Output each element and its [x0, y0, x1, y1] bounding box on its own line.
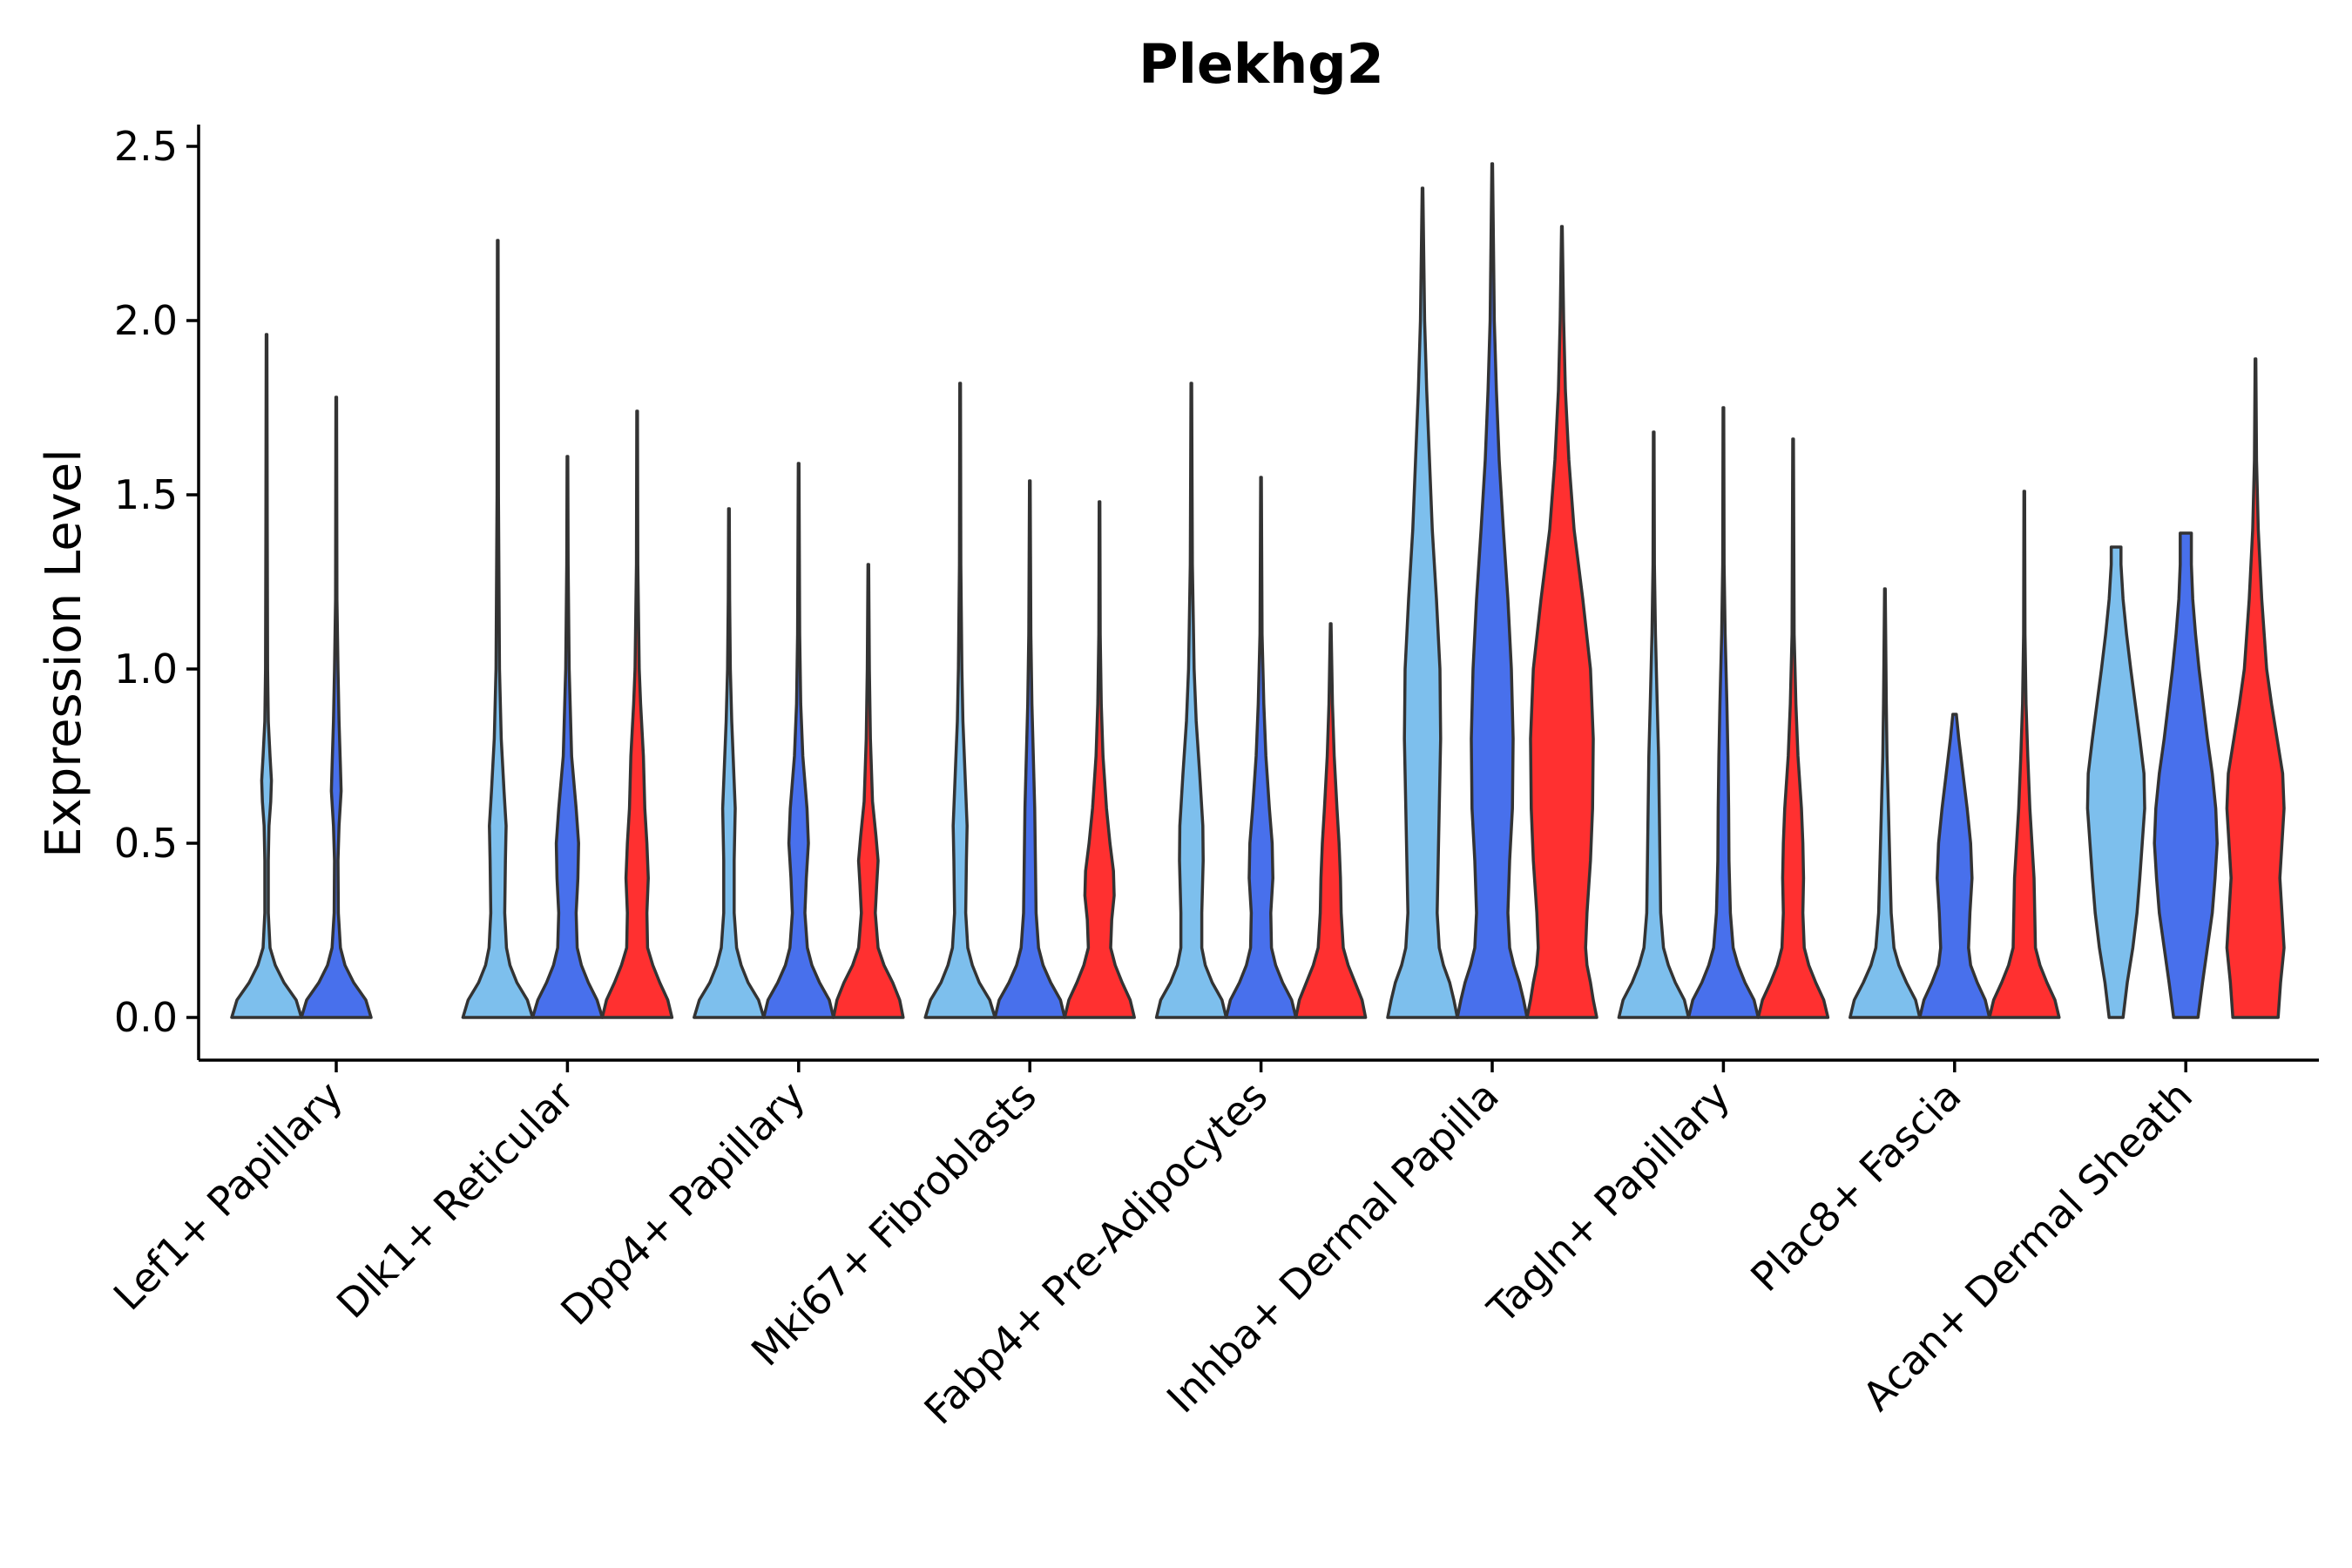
violin-1-0 — [461, 239, 535, 1019]
y-tick-label: 1.0 — [114, 645, 178, 693]
violin-2-0 — [693, 507, 766, 1019]
y-tick-label: 2.5 — [114, 123, 178, 170]
x-tick-label: Dlk1+ Reticular — [328, 1072, 583, 1328]
violin-7-0 — [1848, 587, 1922, 1019]
violin-3-1 — [993, 479, 1066, 1019]
violin-8-0 — [2085, 545, 2146, 1019]
y-ticks-group: 0.0 0.5 1.0 1.5 2.0 2.5 — [114, 123, 199, 1041]
violin-6-2 — [1756, 437, 1830, 1019]
violin-0-0 — [230, 333, 303, 1019]
violin-7-1 — [1918, 713, 1991, 1019]
x-tick-label: Tagln+ Papillary — [1478, 1072, 1740, 1334]
violin-5-1 — [1456, 162, 1529, 1019]
x-tick-label: Plac8+ Fascia — [1741, 1072, 1970, 1301]
violin-4-1 — [1224, 476, 1298, 1019]
violin-5-2 — [1525, 225, 1598, 1019]
violin-3-2 — [1063, 500, 1136, 1019]
violin-6-1 — [1686, 406, 1761, 1019]
chart-title: Plekhg2 — [1139, 32, 1384, 96]
violin-1-2 — [600, 409, 674, 1019]
violin-4-2 — [1294, 622, 1368, 1019]
violin-3-0 — [923, 382, 997, 1019]
violin-0-1 — [300, 395, 373, 1019]
violin-2-2 — [832, 563, 905, 1019]
x-tick-label: Dpp4+ Papillary — [551, 1072, 814, 1335]
violin-6-0 — [1617, 430, 1691, 1019]
violin-4-0 — [1154, 382, 1228, 1019]
violins-group — [230, 162, 2286, 1019]
y-tick-label: 0.5 — [114, 820, 178, 867]
y-axis-label: Expression Level — [36, 449, 92, 858]
violin-7-2 — [1988, 490, 2061, 1019]
violin-8-1 — [2153, 531, 2219, 1019]
violin-2-1 — [762, 462, 835, 1019]
violin-8-2 — [2225, 357, 2286, 1019]
violin-5-0 — [1386, 186, 1459, 1019]
violin-1-1 — [531, 455, 605, 1019]
y-tick-label: 2.0 — [114, 297, 178, 344]
x-tick-label: Lef1+ Papillary — [105, 1072, 352, 1320]
y-tick-label: 0.0 — [114, 994, 178, 1041]
y-tick-label: 1.5 — [114, 471, 178, 518]
